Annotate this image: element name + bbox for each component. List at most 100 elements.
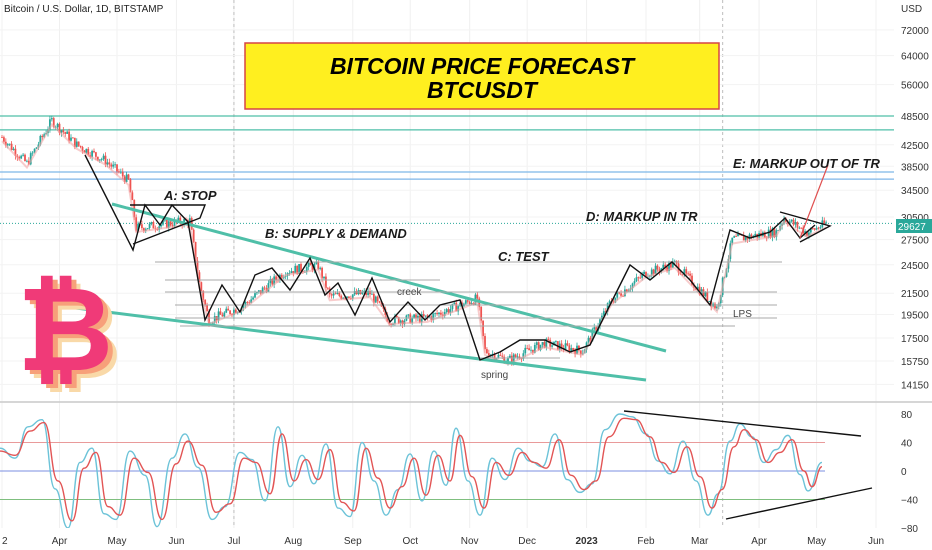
candle-body: [85, 148, 88, 153]
candle-body: [664, 264, 667, 268]
candle-body: [70, 137, 72, 141]
candle-body: [290, 271, 293, 273]
osc-slow-line: [0, 417, 823, 522]
candle-body: [409, 314, 412, 324]
channel-lower-trendline[interactable]: [67, 305, 647, 382]
candle-body: [367, 290, 369, 295]
candle-body: [340, 295, 343, 299]
candle-body: [746, 236, 749, 240]
candle-body: [470, 302, 473, 304]
oscillator-axis[interactable]: 80 40 0 −40 −80: [901, 410, 918, 535]
candle-body: [4, 141, 7, 146]
candle-body: [307, 262, 310, 267]
time-axis[interactable]: 2 Apr May Jun Jul Aug Sep Oct Nov Dec 2023 Feb Mar Ap…: [2, 536, 884, 547]
candle-body: [811, 227, 814, 229]
candle-body: [800, 227, 803, 229]
candle-body: [733, 236, 736, 238]
candle-body: [566, 343, 569, 346]
candle-body: [426, 315, 429, 318]
candle-body: [528, 348, 530, 351]
candle-body: [436, 312, 438, 315]
price-axis[interactable]: 72000 64000 56000 48500 42500 38500 34500 30500…: [901, 26, 929, 391]
x-tick-label: May: [108, 536, 127, 547]
annotation-phase-c: C: TEST: [498, 249, 550, 264]
y-tick-label: 24500: [901, 261, 929, 272]
markup-triangle[interactable]: [779, 211, 832, 243]
candlesticks: [1, 115, 828, 366]
candle-body: [6, 144, 9, 146]
candle-body: [735, 236, 737, 237]
candle-body: [43, 134, 46, 138]
candle-body: [643, 271, 645, 275]
candle-body: [315, 261, 318, 264]
candle-body: [372, 293, 375, 303]
candle-body: [167, 221, 170, 228]
candle-body: [127, 174, 130, 180]
candle-body: [754, 233, 757, 236]
candle-body: [213, 316, 216, 323]
candle-body: [119, 171, 122, 173]
candle-body: [79, 145, 82, 148]
y-tick-label: 17500: [901, 334, 929, 345]
annotation-phase-b: B: SUPPLY & DEMAND: [265, 226, 407, 241]
projection-line[interactable]: [799, 164, 829, 239]
candle-body: [792, 219, 795, 225]
symbol-label: Bitcoin / U.S. Dollar, 1D, BITSTAMP: [4, 4, 164, 15]
candle-body: [73, 137, 76, 148]
candle-body: [353, 291, 356, 295]
candle-body: [499, 354, 502, 356]
candle-body: [8, 143, 11, 145]
candle-body: [361, 292, 364, 295]
candle-body: [466, 300, 469, 302]
candle-body: [579, 350, 582, 355]
stop-triangle[interactable]: [130, 204, 207, 245]
title-line-1: BITCOIN PRICE FORECAST: [330, 53, 636, 79]
candle-body: [146, 228, 149, 230]
candle-body: [300, 264, 302, 272]
title-box: BITCOIN PRICE FORECAST BTCUSDT: [244, 42, 720, 110]
candle-body: [219, 311, 222, 315]
candle-body: [234, 309, 237, 314]
candle-body: [323, 276, 325, 279]
candle-body: [87, 148, 90, 156]
candle-body: [543, 342, 546, 348]
candle-body: [148, 223, 151, 229]
candle-body: [334, 293, 337, 295]
candle-body: [503, 356, 506, 364]
candle-body: [468, 301, 471, 304]
candle-body: [376, 296, 379, 302]
candle-body: [14, 148, 17, 156]
candle-body: [673, 260, 676, 262]
svg-text:₿: ₿: [26, 268, 122, 406]
candle-body: [152, 222, 155, 229]
candle-body: [248, 302, 251, 304]
candle-body: [83, 150, 86, 153]
osc-lower-trendline[interactable]: [725, 487, 873, 520]
wave-zigzag[interactable]: [84, 154, 816, 361]
candle-body: [95, 152, 97, 157]
osc-upper-trendline[interactable]: [623, 410, 862, 437]
candle-body: [192, 229, 195, 242]
candle-body: [798, 227, 801, 229]
oscillator-trendlines[interactable]: [623, 410, 873, 520]
candle-body: [773, 228, 776, 238]
candle-body: [49, 119, 51, 130]
x-tick-label: Apr: [52, 536, 68, 547]
candle-body: [443, 312, 446, 316]
candle-body: [551, 345, 553, 347]
svg-text:₿: ₿: [17, 260, 113, 398]
candle-body: [93, 150, 95, 153]
candle-body: [438, 312, 440, 315]
candle-body: [200, 282, 203, 292]
y-tick-label: 56000: [901, 81, 929, 92]
candle-body: [39, 135, 42, 145]
candle-body: [121, 171, 124, 177]
candle-body: [309, 262, 312, 266]
candle-body: [453, 302, 456, 304]
candle-body: [311, 265, 314, 271]
candle-body: [12, 148, 15, 150]
candle-body: [294, 265, 297, 274]
candle-body: [20, 155, 23, 159]
annotation-phase-a: A: STOP: [163, 188, 217, 203]
